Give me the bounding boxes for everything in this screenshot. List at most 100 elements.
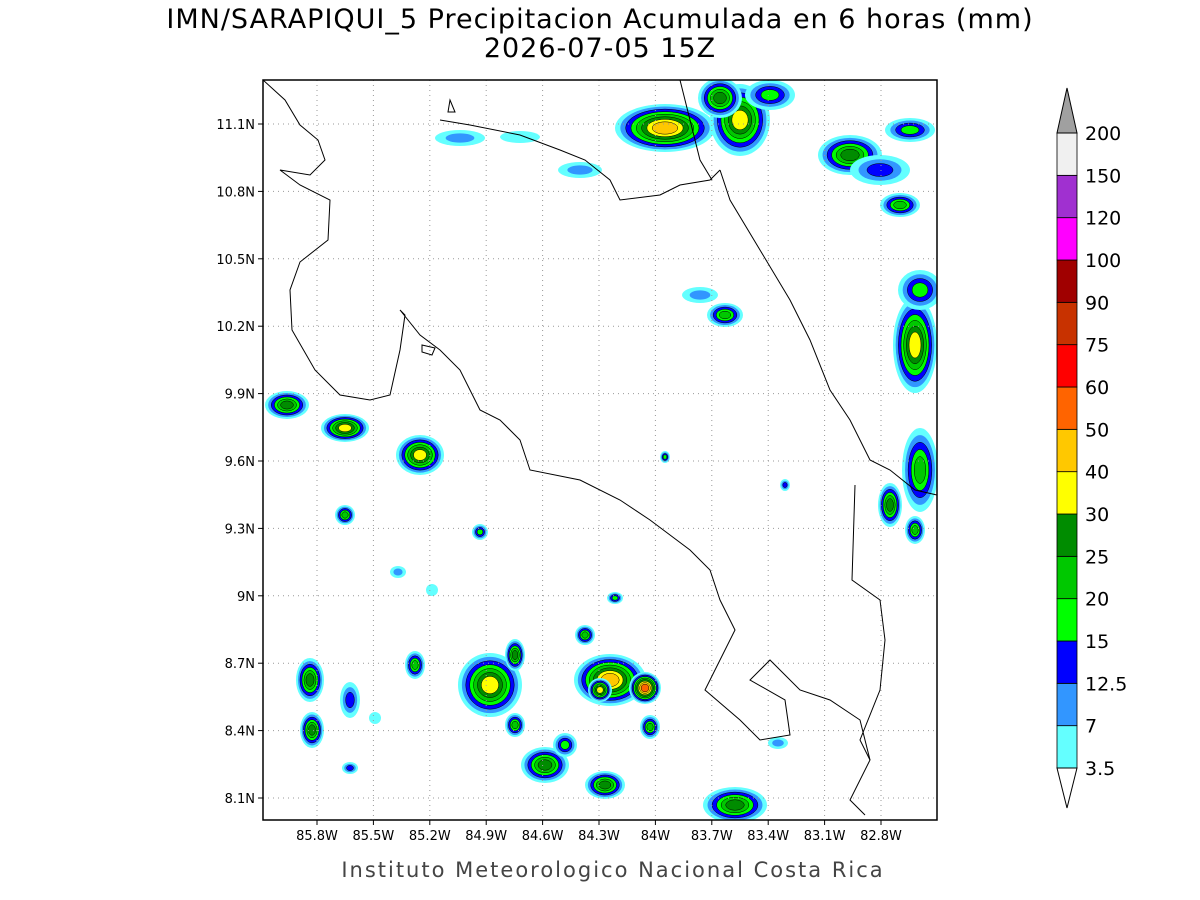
rain-contour: [308, 724, 316, 736]
colorbar-segment: [1056, 217, 1078, 261]
rain-contour: [346, 765, 354, 771]
lat-tick-label: 9N: [237, 590, 255, 605]
rain-contour: [640, 683, 650, 693]
rain-contour: [913, 456, 927, 484]
colorbar-segment: [1056, 301, 1078, 346]
colorbar-label: 120: [1085, 208, 1121, 230]
rain-contour: [338, 423, 352, 433]
colorbar: 3.5 7 12.5 15 20 25 30 40 50 60 75 90 100 120 150 200: [1056, 87, 1127, 809]
colorbar-label: 15: [1085, 631, 1109, 653]
lon-tick-label: 84.3W: [578, 829, 620, 844]
rain-contour: [886, 498, 894, 512]
colorbar-label: 150: [1085, 165, 1121, 187]
rain-contour: [911, 525, 919, 535]
colorbar-label: 7: [1085, 716, 1097, 738]
lat-tick-label: 9.9N: [225, 388, 255, 403]
lat-tick-label: 9.3N: [225, 522, 255, 537]
lat-tick-label: 10.8N: [216, 185, 255, 200]
rain-contour: [725, 799, 745, 811]
rain-contour: [646, 722, 654, 732]
rain-contour: [345, 691, 355, 709]
lon-tick-label: 83.4W: [747, 829, 789, 844]
rain-contour: [481, 676, 499, 694]
lon-tick-label: 85.2W: [409, 829, 451, 844]
colorbar-label: 50: [1085, 419, 1109, 441]
colorbar-label: 200: [1085, 123, 1121, 145]
colorbar-label: 90: [1085, 292, 1109, 314]
lat-tick-label: 8.7N: [225, 657, 255, 672]
rain-contour: [476, 528, 484, 536]
colorbar-label: 100: [1085, 250, 1121, 272]
rain-contour: [581, 631, 589, 639]
colorbar-label: 60: [1085, 377, 1109, 399]
rain-contour: [426, 584, 438, 596]
rain-contour: [840, 148, 860, 162]
lon-tick-label: 84.9W: [465, 829, 507, 844]
colorbar-segment: [1056, 344, 1078, 388]
lat-tick-label: 9.6N: [225, 455, 255, 470]
rain-contour: [305, 673, 315, 687]
rain-contour: [900, 125, 920, 135]
rain-contour: [567, 165, 593, 175]
subtitle: 2026-07-05 15Z: [484, 33, 716, 64]
lat-tick-label: 10.5N: [216, 253, 255, 268]
colorbar-segment: [1056, 428, 1078, 473]
lon-tick-label: 83.1W: [804, 829, 846, 844]
colorbar-segment: [1056, 640, 1078, 684]
lat-tick-label: 8.4N: [225, 725, 255, 740]
lat-tick-label: 8.1N: [225, 792, 255, 807]
colorbar-segment: [1056, 471, 1078, 515]
colorbar-segment: [1056, 725, 1078, 769]
lon-tick-label: 85.8W: [296, 829, 338, 844]
grid: 11.1N 10.8N 10.5N 10.2N 9.9N 9.6N 9.3N 9N 8.7N 8.…: [216, 80, 937, 844]
rain-contour: [596, 686, 604, 694]
rain-contour: [866, 163, 894, 177]
colorbar-segment: [1056, 555, 1078, 600]
colorbar-under: [1056, 767, 1078, 809]
rain-contour: [413, 449, 427, 461]
rain-contour: [500, 131, 540, 143]
lat-tick-label: 10.2N: [216, 320, 255, 335]
rain-contour: [537, 759, 553, 771]
lon-tick-label: 85.5W: [352, 829, 394, 844]
colorbar-segment: [1056, 174, 1078, 219]
colorbar-label: 25: [1085, 546, 1109, 568]
colorbar-over: [1056, 87, 1078, 134]
rain-contour: [611, 595, 619, 601]
rain-contour: [411, 660, 419, 670]
precipitation-field: [265, 80, 937, 820]
rain-contour: [445, 133, 475, 143]
colorbar-label: 40: [1085, 462, 1109, 484]
colorbar-segment: [1056, 132, 1078, 176]
rain-contour: [908, 331, 922, 359]
rain-contour: [369, 712, 381, 724]
rain-contour: [280, 400, 294, 410]
rain-contour: [393, 568, 403, 576]
rain-contour: [893, 200, 907, 210]
rain-contour: [760, 89, 780, 101]
map-frame: [262, 79, 938, 821]
colorbar-label: 20: [1085, 589, 1109, 611]
lat-tick-label: 11.1N: [216, 118, 255, 133]
rain-contour: [731, 109, 749, 131]
lon-tick-label: 82.8W: [860, 829, 902, 844]
title: IMN/SARAPIQUI_5 Precipitacion Acumulada …: [166, 4, 1033, 35]
lon-tick-label: 83.7W: [691, 829, 733, 844]
rain-contour: [713, 91, 727, 105]
lon-tick-label: 84W: [641, 829, 671, 844]
colorbar-segment: [1056, 386, 1078, 430]
rain-contour: [782, 482, 788, 488]
coastlines: [263, 80, 937, 816]
colorbar-segment: [1056, 598, 1078, 642]
colorbar-label: 75: [1085, 335, 1109, 357]
rain-contour: [341, 511, 349, 519]
lon-tick-label: 84.6W: [522, 829, 564, 844]
colorbar-label: 12.5: [1085, 673, 1127, 695]
rain-contour: [651, 121, 679, 135]
rain-contour: [662, 454, 668, 460]
rain-contour: [718, 310, 732, 320]
colorbar-segment: [1056, 682, 1078, 727]
rain-contour: [560, 740, 570, 750]
rain-contour: [772, 739, 784, 747]
